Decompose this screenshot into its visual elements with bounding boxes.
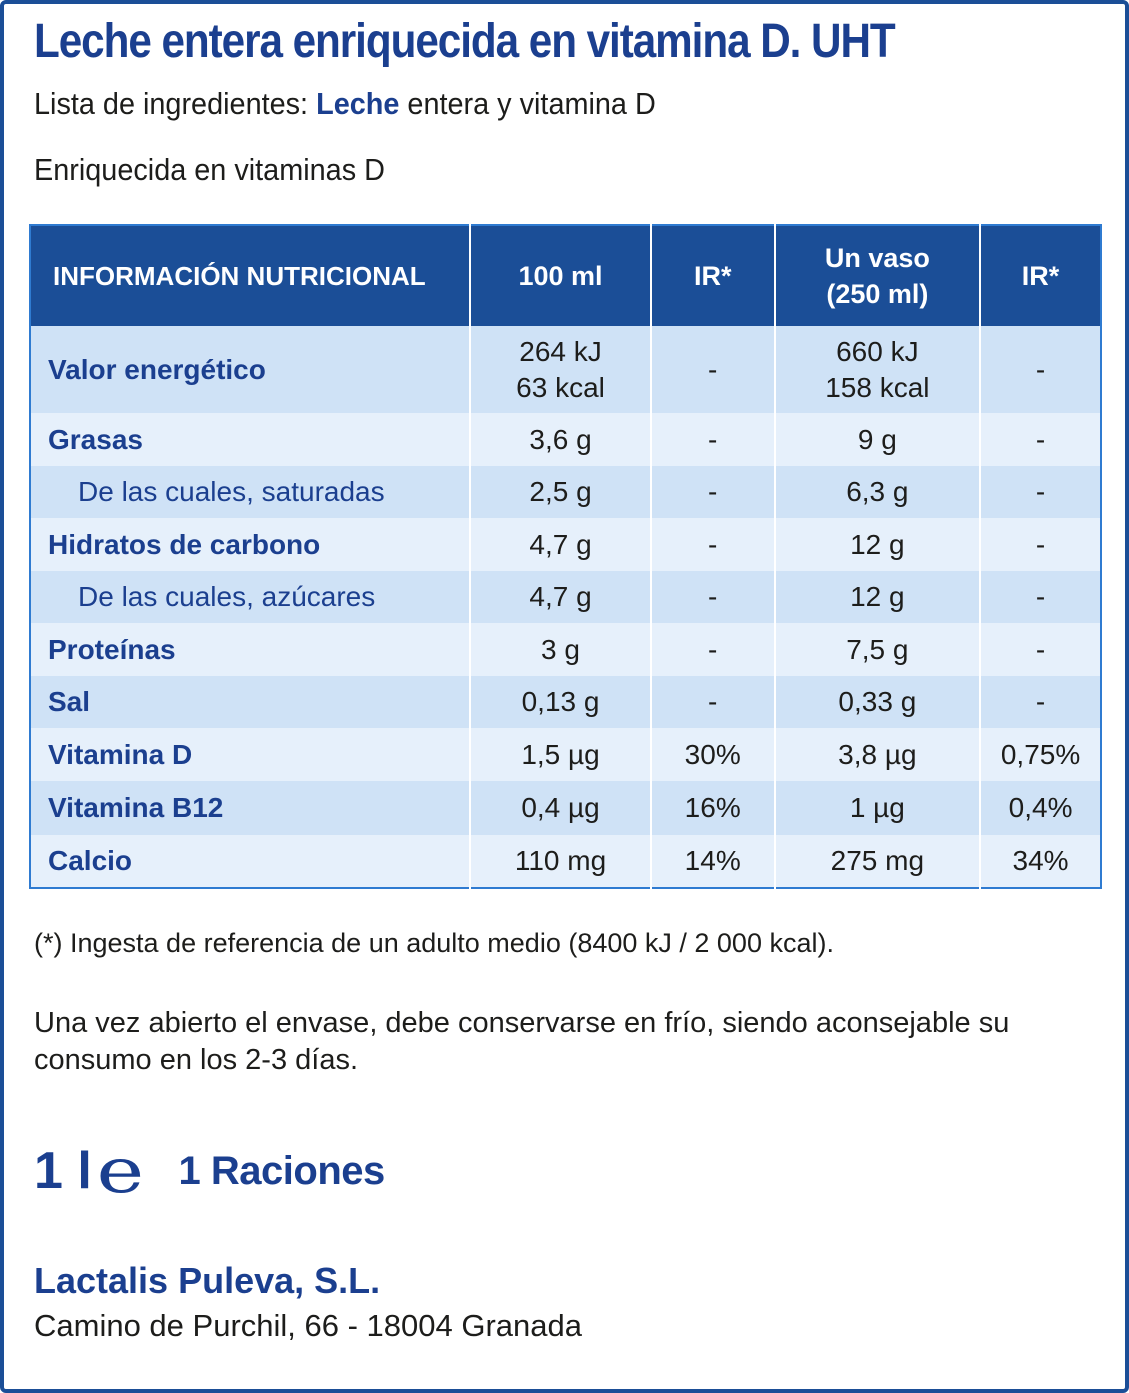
company-name: Lactalis Puleva, S.L. xyxy=(34,1260,381,1301)
value-per-100ml: 3,6 g xyxy=(469,413,651,466)
value-per-100ml: 2,5 g xyxy=(469,466,651,518)
nutrient-name: De las cuales, saturadas xyxy=(30,466,471,518)
table-row: De las cuales, azúcares 4,7 g - 12 g - xyxy=(30,571,1101,623)
header-glass-line2: (250 ml) xyxy=(826,279,929,309)
table-row: Proteínas 3 g - 7,5 g - xyxy=(30,623,1101,676)
header-per-100ml: 100 ml xyxy=(469,225,651,326)
ir-per-100ml: - xyxy=(649,676,775,728)
ir-per-100ml: - xyxy=(649,623,775,676)
nutrient-name: Grasas xyxy=(30,413,471,466)
ingredients-prefix: Lista de ingredientes: xyxy=(34,86,317,121)
table-row: De las cuales, saturadas 2,5 g - 6,3 g - xyxy=(30,466,1101,518)
value-per-100ml: 4,7 g xyxy=(469,571,651,623)
header-ir-100ml: IR* xyxy=(649,225,775,326)
table-header-row: INFORMACIÓN NUTRICIONAL 100 ml IR* Un va… xyxy=(30,225,1101,326)
table-row: Valor energético 264 kJ 63 kcal - 660 kJ 1… xyxy=(30,326,1101,413)
ingredients-rest: entera y vitamina D xyxy=(399,86,656,121)
value-per-glass: 12 g xyxy=(773,518,981,571)
reference-intake-footnote: (*) Ingesta de referencia de un adulto m… xyxy=(34,928,834,958)
enrichment-note: Enriquecida en vitaminas D xyxy=(34,152,385,187)
value-per-100ml: 0,13 g xyxy=(469,676,651,728)
ir-per-glass: - xyxy=(979,413,1101,466)
value-per-100ml: 4,7 g xyxy=(469,518,651,571)
ir-per-glass: - xyxy=(979,676,1101,728)
nutrient-name: Calcio xyxy=(30,835,471,888)
table-row: Grasas 3,6 g - 9 g - xyxy=(30,413,1101,466)
value-per-glass: 7,5 g xyxy=(773,623,981,676)
ir-per-100ml: 30% xyxy=(649,728,775,781)
value-per-glass: 1 µg xyxy=(773,781,981,835)
ir-per-glass: 0,4% xyxy=(979,781,1101,835)
ingredients-list: Lista de ingredientes: Leche entera y vi… xyxy=(34,86,656,122)
nutrient-name: Vitamina B12 xyxy=(30,781,471,835)
volume-value: 1 l xyxy=(34,1142,92,1200)
value-per-glass: 9 g xyxy=(773,413,981,466)
value-per-glass: 3,8 µg xyxy=(773,728,981,781)
quantity-line: 1 l e 1 Raciones xyxy=(34,1140,385,1202)
ir-per-glass: 34% xyxy=(979,835,1101,888)
estimated-sign-icon: e xyxy=(96,1134,145,1207)
value-per-100ml: 1,5 µg xyxy=(469,728,651,781)
value-per-100ml: 264 kJ 63 kcal xyxy=(469,326,651,413)
nutrient-name: Valor energético xyxy=(30,326,471,413)
nutrient-name: Sal xyxy=(30,676,471,728)
value-per-glass: 0,33 g xyxy=(773,676,981,728)
ir-per-glass: 0,75% xyxy=(979,728,1101,781)
ir-per-glass: - xyxy=(979,571,1101,623)
header-per-glass: Un vaso (250 ml) xyxy=(773,225,981,326)
value-per-glass: 660 kJ 158 kcal xyxy=(773,326,981,413)
value-kcal: 158 kcal xyxy=(825,371,930,403)
header-nutrition-info: INFORMACIÓN NUTRICIONAL xyxy=(30,225,471,326)
ir-per-100ml: 16% xyxy=(649,781,775,835)
ir-per-glass: - xyxy=(979,326,1101,413)
table-row: Vitamina B12 0,4 µg 16% 1 µg 0,4% xyxy=(30,781,1101,835)
table-row: Vitamina D 1,5 µg 30% 3,8 µg 0,75% xyxy=(30,728,1101,781)
ir-per-100ml: 14% xyxy=(649,835,775,888)
nutrient-name: Proteínas xyxy=(30,623,471,676)
ir-per-glass: - xyxy=(979,518,1101,571)
product-title: Leche entera enriquecida en vitamina D. … xyxy=(34,15,896,68)
value-per-100ml: 3 g xyxy=(469,623,651,676)
header-glass-line1: Un vaso xyxy=(824,243,930,273)
ir-per-100ml: - xyxy=(649,518,775,571)
value-kj: 264 kJ xyxy=(519,335,602,367)
nutrient-name: Hidratos de carbono xyxy=(30,518,471,571)
table-row: Calcio 110 mg 14% 275 mg 34% xyxy=(30,835,1101,888)
value-per-100ml: 110 mg xyxy=(469,835,651,888)
value-kj: 660 kJ xyxy=(836,335,919,367)
ir-per-100ml: - xyxy=(649,326,775,413)
ingredients-highlight: Leche xyxy=(316,86,400,121)
ir-per-100ml: - xyxy=(649,571,775,623)
ir-per-100ml: - xyxy=(649,466,775,518)
nutrient-name: De las cuales, azúcares xyxy=(30,571,471,623)
ir-per-100ml: - xyxy=(649,413,775,466)
ir-per-glass: - xyxy=(979,623,1101,676)
servings-count: 1 Raciones xyxy=(178,1148,386,1193)
storage-instructions: Una vez abierto el envase, debe conserva… xyxy=(34,1007,1010,1076)
company-address: Camino de Purchil, 66 - 18004 Granada xyxy=(34,1308,582,1343)
header-ir-glass: IR* xyxy=(979,225,1101,326)
value-per-glass: 6,3 g xyxy=(773,466,981,518)
ir-per-glass: - xyxy=(979,466,1101,518)
value-kcal: 63 kcal xyxy=(516,371,605,403)
nutrition-table: INFORMACIÓN NUTRICIONAL 100 ml IR* Un va… xyxy=(29,224,1102,889)
value-per-100ml: 0,4 µg xyxy=(469,781,651,835)
table-row: Sal 0,13 g - 0,33 g - xyxy=(30,676,1101,728)
value-per-glass: 12 g xyxy=(773,571,981,623)
value-per-glass: 275 mg xyxy=(773,835,981,888)
table-row: Hidratos de carbono 4,7 g - 12 g - xyxy=(30,518,1101,571)
nutrient-name: Vitamina D xyxy=(30,728,471,781)
